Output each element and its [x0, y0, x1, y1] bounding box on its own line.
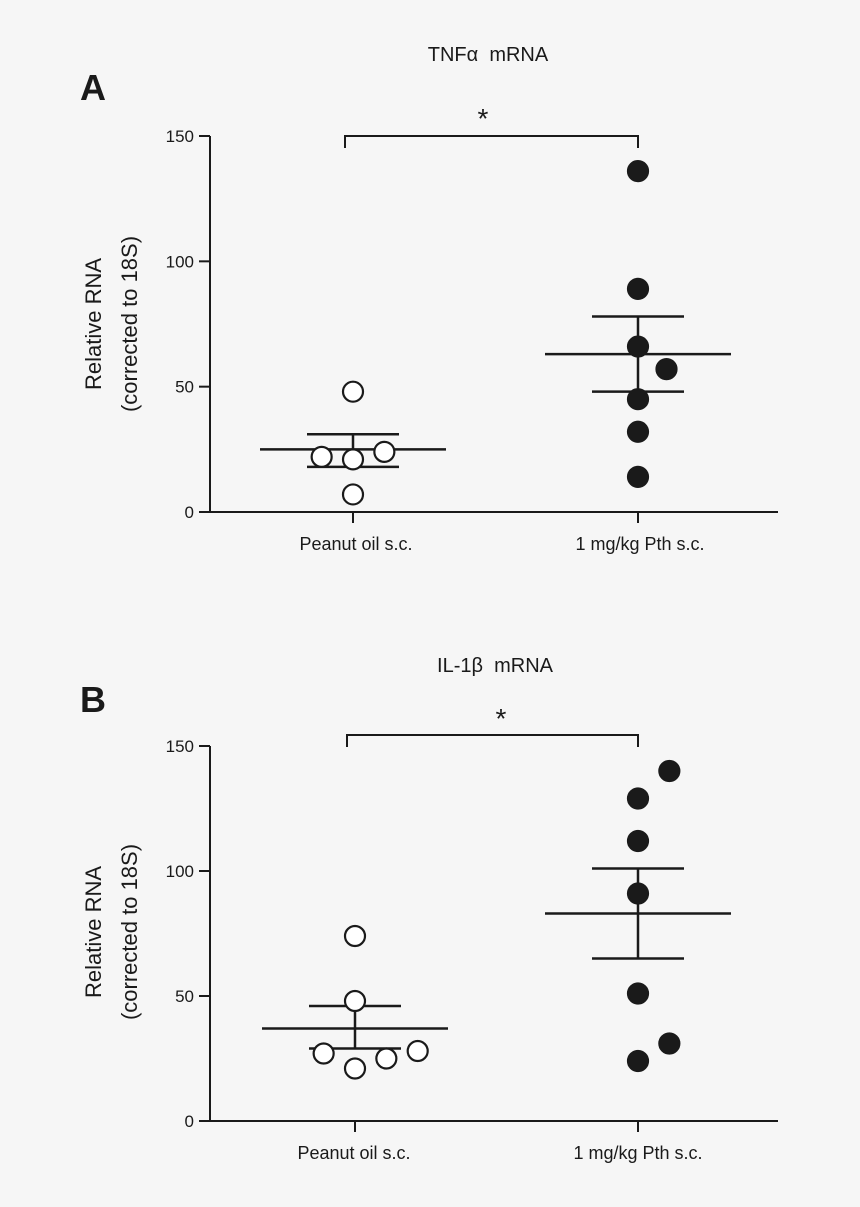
- y-axis-label-b-line1: Relative RNA: [81, 866, 106, 998]
- x-category-label-b-0: Peanut oil s.c.: [297, 1143, 410, 1163]
- significance-star-b: *: [496, 703, 507, 734]
- significance-bracket-b: [346, 734, 639, 747]
- data-point-b-0-3: [375, 1047, 398, 1070]
- y-tick-label-b-0: 0: [185, 1112, 194, 1131]
- data-point-a-1-0: [626, 159, 650, 183]
- data-point-a-1-3: [655, 358, 678, 381]
- panel-b: B IL-1β mRNA Relative RNA (corrected to …: [80, 655, 778, 1163]
- data-point-b-0-0: [343, 924, 367, 948]
- data-point-a-0-4: [341, 483, 365, 506]
- data-point-b-1-4: [626, 982, 650, 1005]
- y-axis-label-a-line1: Relative RNA: [81, 258, 106, 390]
- data-point-a-1-1: [626, 277, 650, 301]
- data-point-b-1-3: [626, 882, 650, 905]
- y-tick-label-a-2: 100: [166, 252, 194, 271]
- x-category-label-a-0: Peanut oil s.c.: [299, 534, 412, 554]
- y-tick-label-a-1: 50: [175, 378, 194, 397]
- significance-bracket-a: [344, 135, 639, 148]
- chart-title-b: IL-1β mRNA: [437, 655, 554, 677]
- y-tick-label-a-3: 150: [166, 127, 194, 146]
- plot-area-a: 0 50 100 150: [166, 127, 778, 523]
- y-tick-label-b-3: 150: [166, 737, 194, 756]
- data-point-b-1-5: [658, 1032, 681, 1055]
- data-point-a-1-4: [626, 388, 650, 411]
- data-point-a-0-1: [310, 445, 333, 468]
- data-point-b-0-5: [343, 1057, 367, 1080]
- data-point-a-1-5: [626, 420, 650, 443]
- data-point-b-0-4: [406, 1039, 429, 1063]
- plot-area-b: 0 50 100 150: [166, 734, 778, 1132]
- panel-a: A TNFα mRNA Relative RNA (corrected to 1…: [80, 44, 778, 554]
- data-point-b-1-2: [626, 829, 650, 853]
- data-point-b-0-1: [343, 989, 367, 1013]
- x-category-label-b-1: 1 mg/kg Pth s.c.: [573, 1143, 702, 1163]
- data-point-a-1-6: [626, 465, 650, 489]
- data-point-b-1-6: [626, 1049, 650, 1073]
- panel-letter-b: B: [80, 679, 106, 720]
- y-tick-label-b-2: 100: [166, 862, 194, 881]
- chart-title-a: TNFα mRNA: [428, 44, 549, 66]
- data-point-b-0-2: [312, 1042, 335, 1065]
- y-axis-label-a-line2: (corrected to 18S): [117, 236, 142, 412]
- data-point-a-0-0: [341, 380, 365, 403]
- data-point-b-1-1: [626, 787, 650, 810]
- data-point-b-1-0: [658, 759, 681, 783]
- data-point-a-1-2: [626, 335, 650, 358]
- x-category-label-a-1: 1 mg/kg Pth s.c.: [575, 534, 704, 554]
- data-point-a-0-2: [341, 448, 365, 471]
- significance-star-a: *: [478, 103, 489, 134]
- y-axis-label-b-line2: (corrected to 18S): [117, 844, 142, 1020]
- y-tick-label-b-1: 50: [175, 987, 194, 1006]
- panel-letter-a: A: [80, 67, 106, 108]
- data-point-a-0-3: [373, 440, 396, 463]
- y-tick-label-a-0: 0: [185, 503, 194, 522]
